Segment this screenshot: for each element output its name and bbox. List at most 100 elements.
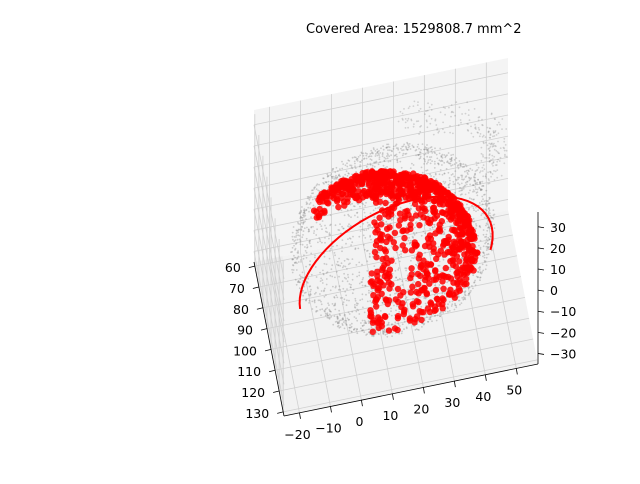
surface-point (386, 155, 388, 158)
surface-point (313, 300, 316, 302)
surface-point (301, 236, 304, 239)
surface-point (455, 304, 457, 307)
surface-point (377, 152, 380, 155)
covered-point (465, 242, 472, 250)
covered-point (474, 249, 481, 256)
surface-point (392, 289, 395, 292)
surface-point (334, 276, 336, 279)
y-tick-mark (392, 393, 394, 400)
surface-point (326, 173, 329, 176)
surface-point (336, 176, 339, 178)
surface-point (446, 220, 449, 223)
surface-point (392, 148, 395, 150)
surface-point (347, 263, 350, 266)
surface-point (436, 129, 438, 131)
surface-point (336, 296, 339, 299)
surface-point (481, 118, 483, 121)
surface-point (402, 317, 405, 320)
covered-point (323, 192, 330, 199)
surface-point (335, 178, 337, 180)
surface-point (400, 250, 403, 253)
surface-point (447, 186, 450, 189)
surface-point (434, 147, 436, 150)
surface-point (492, 217, 495, 220)
covered-point (412, 243, 419, 250)
surface-point (447, 152, 450, 154)
surface-point (472, 189, 475, 191)
surface-point (316, 310, 319, 312)
surface-point (383, 331, 385, 333)
surface-point (496, 123, 499, 126)
surface-point (500, 174, 503, 177)
surface-point (319, 223, 321, 226)
surface-point (464, 176, 467, 179)
surface-point (378, 158, 381, 161)
surface-point (405, 267, 408, 270)
surface-point (474, 284, 477, 287)
surface-point (427, 159, 430, 162)
surface-point (353, 327, 356, 330)
surface-point (308, 299, 311, 302)
surface-point (485, 222, 488, 225)
covered-point (408, 215, 415, 222)
surface-point (418, 109, 420, 112)
surface-point (368, 252, 371, 255)
surface-point (442, 121, 444, 124)
covered-point (430, 276, 438, 283)
grid-line-x-floor (270, 297, 526, 350)
surface-point (381, 331, 384, 334)
surface-point (461, 189, 464, 192)
surface-point (345, 242, 347, 245)
surface-point (359, 164, 362, 167)
surface-point (366, 260, 369, 263)
surface-point (387, 321, 390, 324)
surface-point (348, 215, 350, 217)
surface-point (379, 310, 382, 312)
covered-point (383, 297, 390, 304)
surface-point (361, 298, 364, 301)
surface-point (490, 235, 492, 238)
surface-point (429, 158, 432, 161)
surface-point (479, 226, 482, 229)
surface-point (354, 304, 356, 306)
surface-point (345, 277, 347, 280)
surface-point (445, 168, 448, 170)
surface-point (504, 144, 507, 146)
surface-point (423, 148, 426, 151)
surface-point (360, 151, 363, 154)
surface-point (488, 150, 491, 152)
covered-point (424, 190, 431, 198)
surface-point (302, 230, 305, 233)
surface-point (423, 157, 425, 160)
surface-point (298, 281, 301, 284)
surface-point (397, 269, 400, 271)
surface-point (360, 327, 362, 330)
surface-point (338, 320, 340, 323)
surface-point (481, 263, 484, 266)
surface-point (385, 146, 388, 149)
surface-point (326, 312, 329, 315)
surface-point (417, 101, 419, 103)
surface-point (353, 306, 356, 308)
surface-point (433, 160, 436, 163)
surface-point (297, 228, 300, 231)
surface-point (291, 258, 294, 261)
surface-point (303, 210, 306, 213)
surface-point (297, 261, 300, 263)
surface-point (332, 167, 335, 170)
surface-point (438, 130, 440, 133)
surface-point (470, 198, 473, 200)
surface-point (347, 213, 350, 216)
covered-point (455, 205, 462, 213)
surface-point (441, 292, 444, 295)
surface-point (495, 145, 497, 148)
surface-point (359, 205, 361, 208)
surface-point (334, 308, 337, 311)
surface-point (407, 239, 410, 242)
surface-point (497, 152, 500, 154)
x-tick-mark (256, 307, 264, 310)
surface-point (350, 286, 352, 289)
surface-point (447, 310, 449, 313)
covered-point (377, 191, 384, 198)
covered-point (456, 241, 464, 248)
